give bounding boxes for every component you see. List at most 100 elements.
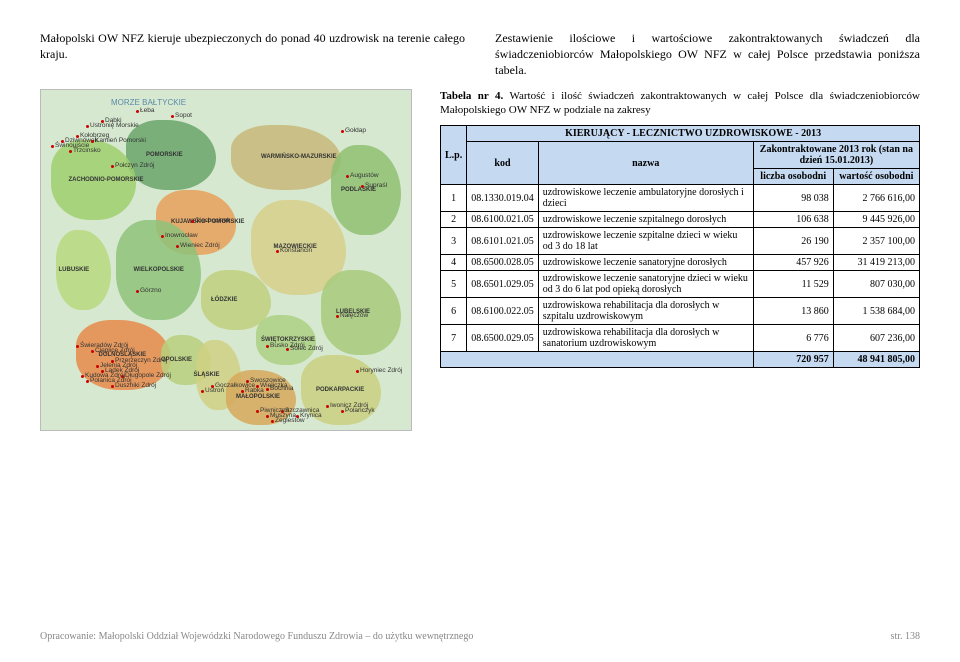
cell-nazwa: uzdrowiskowa rehabilitacja dla dorosłych… <box>538 325 753 352</box>
map-city-dot <box>76 345 79 348</box>
map-city-dot <box>86 125 89 128</box>
map-region-label: ŚLĄSKIE <box>194 372 220 378</box>
cell-kod: 08.6500.028.05 <box>467 255 539 271</box>
map-city-dot <box>91 350 94 353</box>
cell-wartosc: 807 030,00 <box>833 271 919 298</box>
map-city-dot <box>256 385 259 388</box>
cell-lp: 6 <box>441 298 467 325</box>
cell-wartosc: 2 766 616,00 <box>833 185 919 212</box>
services-table: L.p. KIERUJĄCY - LECZNICTWO UZDROWISKOWE… <box>440 125 920 368</box>
map-region-label: POMORSKIE <box>146 152 183 158</box>
map-city-label: Duszniki Zdrój <box>115 382 156 389</box>
map-city-label: Gołdap <box>345 127 366 134</box>
map-city-dot <box>111 165 114 168</box>
cell-wartosc: 1 538 684,00 <box>833 298 919 325</box>
cell-kod: 08.1330.019.04 <box>467 185 539 212</box>
map-city-dot <box>256 410 259 413</box>
cell-nazwa: uzdrowiskowe leczenie ambulatoryjne doro… <box>538 185 753 212</box>
map-city-dot <box>356 370 359 373</box>
map-city-dot <box>271 420 274 423</box>
cell-wartosc: 31 419 213,00 <box>833 255 919 271</box>
map-city-dot <box>346 175 349 178</box>
map-city-dot <box>211 385 214 388</box>
cell-kod: 08.6500.029.05 <box>467 325 539 352</box>
map-city-dot <box>286 348 289 351</box>
footer-right: str. 138 <box>891 631 920 642</box>
map-city-dot <box>176 245 179 248</box>
map-city-dot <box>241 390 244 393</box>
map-city-label: Iwonicz Zdrój <box>330 402 368 409</box>
table-row: 308.6101.021.05uzdrowiskowe leczenie szp… <box>441 228 920 255</box>
cell-lp: 5 <box>441 271 467 298</box>
table-caption: Tabela nr 4. Wartość i ilość świadczeń z… <box>440 89 920 118</box>
cell-liczba: 106 638 <box>753 212 833 228</box>
table-total-row: 720 957 48 941 805,00 <box>441 352 920 368</box>
map-city-dot <box>91 140 94 143</box>
cell-wartosc: 607 236,00 <box>833 325 919 352</box>
map-city-dot <box>191 220 194 223</box>
col-contracted: Zakontraktowane 2013 rok (stan na dzień … <box>753 142 919 169</box>
map-region-label: WIELKOPOLSKIE <box>134 267 184 273</box>
map-city-dot <box>81 375 84 378</box>
table-row: 508.6501.029.05uzdrowiskowe leczenie san… <box>441 271 920 298</box>
map-city-label: Trzcinsko <box>73 147 101 154</box>
table-row: 108.1330.019.04uzdrowiskowe leczenie amb… <box>441 185 920 212</box>
map-city-dot <box>276 250 279 253</box>
total-liczba: 720 957 <box>753 352 833 368</box>
intro-right-paragraph: Zestawienie ilościowe i wartościowe zako… <box>495 30 920 79</box>
cell-liczba: 11 529 <box>753 271 833 298</box>
cell-kod: 08.6100.022.05 <box>467 298 539 325</box>
map-city-label: Goczałkowice <box>215 382 255 389</box>
cell-lp: 2 <box>441 212 467 228</box>
table-row: 608.6100.022.05uzdrowiskowa rehabilitacj… <box>441 298 920 325</box>
map-city-dot <box>341 410 344 413</box>
map-city-label: Horyniec Zdrój <box>360 367 402 374</box>
map-city-dot <box>136 110 139 113</box>
table-row: 708.6500.029.05uzdrowiskowa rehabilitacj… <box>441 325 920 352</box>
map-city-label: Solec Zdrój <box>290 345 323 352</box>
cell-kod: 08.6100.021.05 <box>467 212 539 228</box>
map-city-dot <box>61 140 64 143</box>
table-row: 208.6100.021.05uzdrowiskowe leczenie szp… <box>441 212 920 228</box>
cell-nazwa: uzdrowiskowe leczenie sanatoryjne dorosł… <box>538 255 753 271</box>
cell-liczba: 13 860 <box>753 298 833 325</box>
cell-liczba: 6 776 <box>753 325 833 352</box>
map-city-label: Górzno <box>140 287 161 294</box>
table-caption-bold: Tabela nr 4. <box>440 90 503 102</box>
map-region-label: ZACHODNIO-POMORSKIE <box>69 177 144 183</box>
map-city-dot <box>336 315 339 318</box>
col-liczba: liczba osobodni <box>753 169 833 185</box>
map-city-dot <box>341 130 344 133</box>
map-city-label: Cieplice Zdrój <box>95 347 135 354</box>
map-city-label: Kamień Pomorski <box>95 137 146 144</box>
map-city-dot <box>51 145 54 148</box>
map-city-dot <box>96 365 99 368</box>
cell-kod: 08.6501.029.05 <box>467 271 539 298</box>
map-city-label: Ustronię Morskie <box>90 122 139 129</box>
map-city-dot <box>266 345 269 348</box>
map-city-label: Żegiestów <box>275 417 305 424</box>
table-caption-text: Wartość i ilość świadczeń zakontraktowan… <box>440 90 920 116</box>
map-city-dot <box>266 388 269 391</box>
cell-lp: 4 <box>441 255 467 271</box>
map-city-dot <box>111 385 114 388</box>
col-kod: kod <box>467 142 539 185</box>
map-city-dot <box>171 115 174 118</box>
map-city-label: Łeba <box>140 107 154 114</box>
map-city-label: Bochnia <box>270 385 294 392</box>
intro-left-paragraph: Małopolski OW NFZ kieruje ubezpieczonych… <box>40 30 465 79</box>
map-city-dot <box>86 380 89 383</box>
map-city-label: Wieniec Zdrój <box>180 242 220 249</box>
map-city-label: Połczyn Zdrój <box>115 162 154 169</box>
cell-liczba: 457 926 <box>753 255 833 271</box>
map-city-label: Piwniczna <box>260 407 289 414</box>
map-region-label: WARMIŃSKO-MAZURSKIE <box>261 154 337 160</box>
cell-lp: 3 <box>441 228 467 255</box>
sea-label: MORZE BAŁTYCKIE <box>111 98 186 107</box>
cell-liczba: 98 038 <box>753 185 833 212</box>
cell-wartosc: 2 357 100,00 <box>833 228 919 255</box>
cell-nazwa: uzdrowiskowe leczenie sanatoryjne dzieci… <box>538 271 753 298</box>
cell-lp: 1 <box>441 185 467 212</box>
col-nazwa: nazwa <box>538 142 753 185</box>
total-wartosc: 48 941 805,00 <box>833 352 919 368</box>
